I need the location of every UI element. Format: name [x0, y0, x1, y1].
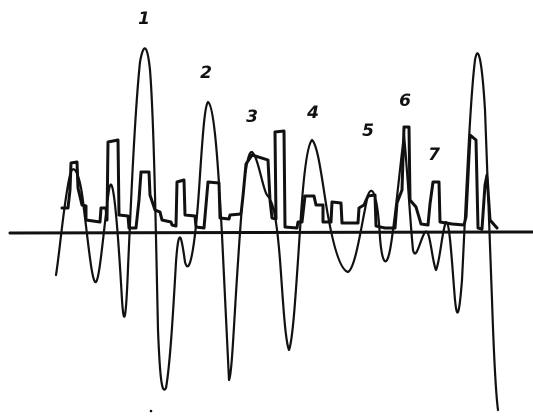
peak-label-3: 3: [246, 107, 258, 127]
stepped-trace: [60, 125, 499, 231]
peak-label-7: 7: [428, 145, 440, 165]
peak-label-6: 6: [399, 91, 411, 111]
stray-dot: [149, 409, 153, 413]
baseline: [8, 230, 533, 235]
peak-label-5: 5: [362, 121, 374, 141]
peak-label-2: 2: [200, 63, 212, 83]
peak-label-1: 1: [138, 9, 150, 29]
oscillating-trace: [54, 47, 500, 412]
peak-label-4: 4: [306, 103, 319, 123]
